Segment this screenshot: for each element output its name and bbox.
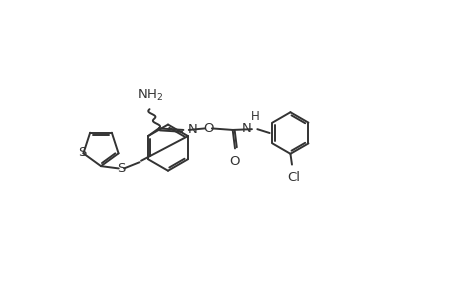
Text: O: O: [202, 122, 213, 135]
Text: Cl: Cl: [286, 171, 299, 184]
Text: O: O: [229, 155, 239, 168]
Text: NH$_2$: NH$_2$: [137, 88, 163, 103]
Text: H: H: [250, 110, 259, 123]
Text: S: S: [117, 162, 125, 175]
Text: N: N: [241, 122, 252, 135]
Text: N: N: [187, 123, 196, 136]
Text: S: S: [78, 146, 87, 160]
